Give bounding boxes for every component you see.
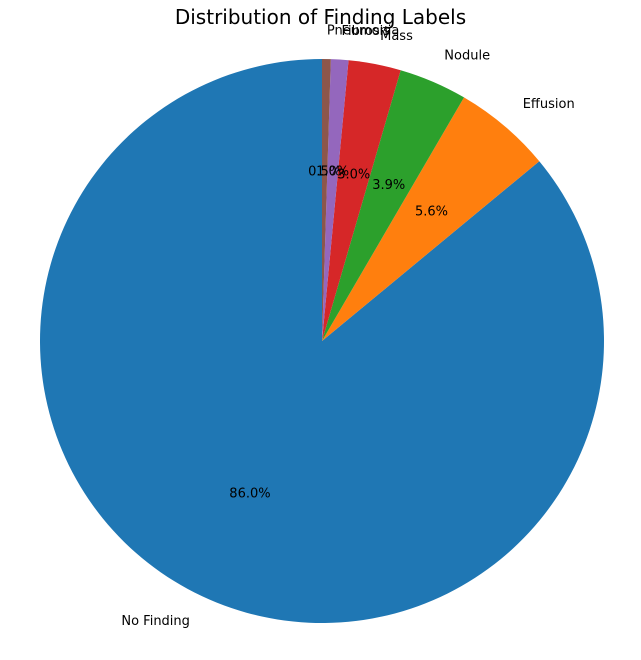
slice-label-fibrosis: Fibrosis <box>341 24 390 39</box>
slice-label-mass: Mass <box>380 29 413 44</box>
pie-slice-pneumonia <box>322 59 331 341</box>
pie-slice-no-finding <box>39 59 604 624</box>
slice-label-pneumonia: Pneumonia <box>327 23 400 38</box>
slice-percent-effusion: 5.6% <box>415 204 448 219</box>
slice-label-nodule: Nodule <box>444 48 490 63</box>
slice-percent-mass: 3.0% <box>337 167 370 182</box>
pie-slices <box>39 59 604 624</box>
slice-percent-pneumonia: 0.5% <box>308 164 341 179</box>
pie-slice-fibrosis <box>322 59 349 341</box>
slice-label-effusion: Effusion <box>523 97 575 112</box>
pie-slice-nodule <box>322 70 465 342</box>
pie-slice-mass <box>322 60 401 341</box>
pie-labels: No Finding 86.0% Effusion 5.6% Nodule 3.9% Mas… <box>121 23 574 629</box>
slice-percent-no-finding: 86.0% <box>229 487 270 502</box>
slice-label-no-finding: No Finding <box>121 614 190 629</box>
chart-title: Distribution of Finding Labels <box>174 5 467 29</box>
slice-percent-nodule: 3.9% <box>372 178 405 193</box>
pie-slice-effusion <box>322 97 540 341</box>
slice-percent-fibrosis: 1.0% <box>316 165 349 180</box>
